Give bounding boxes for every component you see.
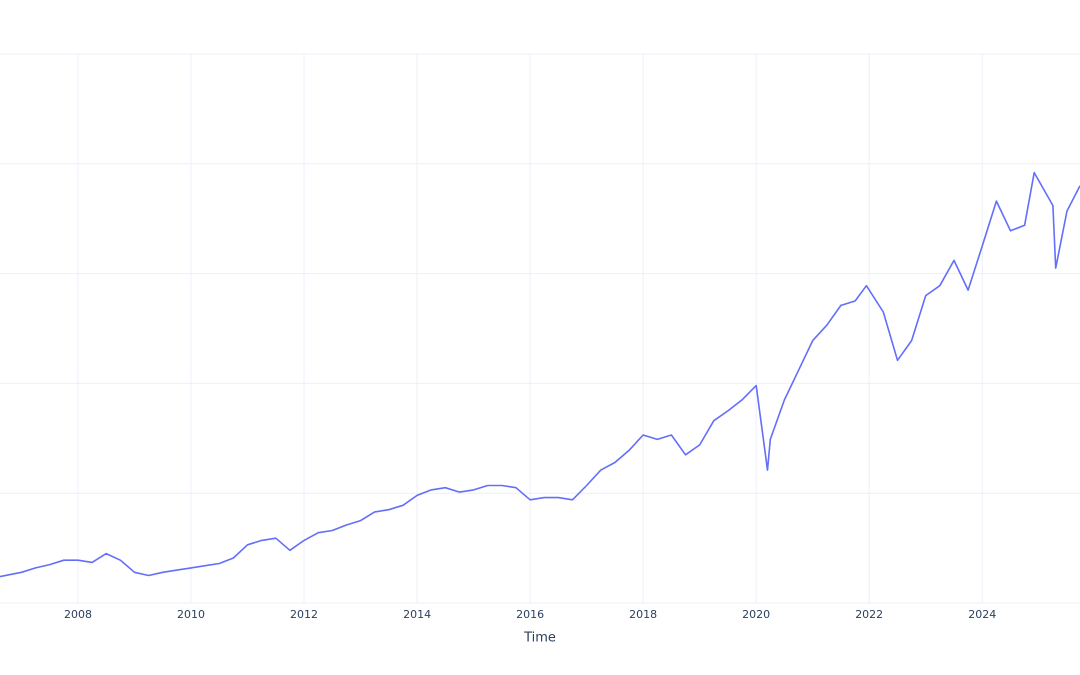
x-tick-label: 2022: [855, 608, 883, 621]
x-tick-label: 2024: [968, 608, 996, 621]
x-tick-label: 2018: [629, 608, 657, 621]
x-tick-label: 2010: [177, 608, 205, 621]
x-axis-title: Time: [523, 631, 556, 646]
x-tick-label: 2020: [742, 608, 770, 621]
x-tick-label: 2014: [403, 608, 431, 621]
x-tick-label: 2008: [64, 608, 92, 621]
line-series: [0, 171, 1080, 578]
x-tick-label: 2012: [290, 608, 318, 621]
x-tick-label: 2016: [516, 608, 544, 621]
